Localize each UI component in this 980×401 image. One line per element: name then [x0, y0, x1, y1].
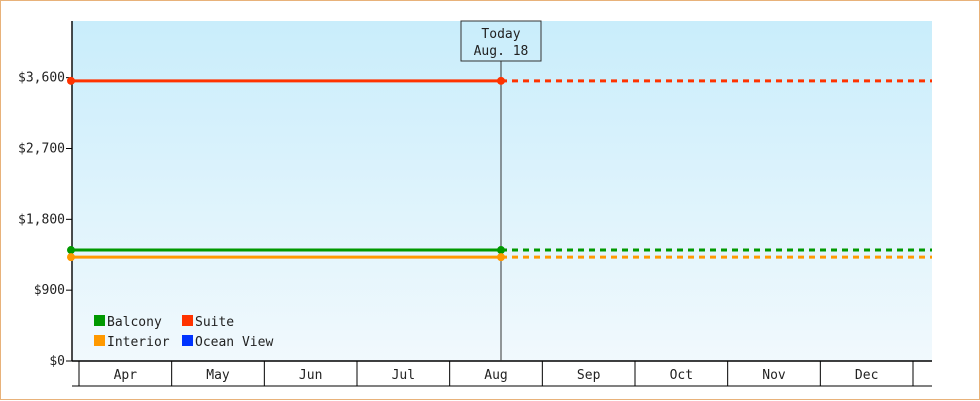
y-tick-label: $0 [49, 354, 65, 369]
x-tick-label: Jun [299, 368, 322, 383]
today-box [460, 20, 542, 62]
x-tick-label: May [206, 368, 230, 383]
legend-label: Ocean View [195, 335, 273, 350]
interior-point [67, 253, 75, 262]
balcony-point [497, 246, 505, 255]
legend-swatch [94, 335, 105, 346]
x-tick-label: Sep [577, 368, 601, 383]
x-tick-label: Dec [855, 368, 878, 383]
plot-area [72, 21, 932, 361]
today-label: Today [481, 27, 520, 42]
legend-label: Interior [107, 335, 170, 350]
suite-point [497, 76, 505, 85]
interior-point [497, 253, 505, 262]
x-tick-label: Nov [762, 368, 786, 383]
y-tick-label: $1,800 [18, 212, 65, 227]
legend-swatch [94, 315, 105, 326]
today-date-label: Aug. 18 [474, 44, 529, 59]
x-tick-label: Jul [392, 368, 415, 383]
x-tick-label: Oct [670, 368, 693, 383]
legend-swatch [182, 315, 193, 326]
legend-label: Balcony [107, 315, 162, 330]
legend-swatch [182, 335, 193, 346]
y-tick-label: $900 [34, 283, 65, 298]
x-tick-label: Apr [114, 368, 138, 383]
suite-point [67, 76, 75, 85]
x-tick-label: Aug [484, 368, 507, 383]
legend-label: Suite [195, 315, 234, 330]
y-tick-label: $3,600 [18, 71, 65, 86]
y-tick-label: $2,700 [18, 142, 65, 157]
balcony-point [67, 246, 75, 255]
